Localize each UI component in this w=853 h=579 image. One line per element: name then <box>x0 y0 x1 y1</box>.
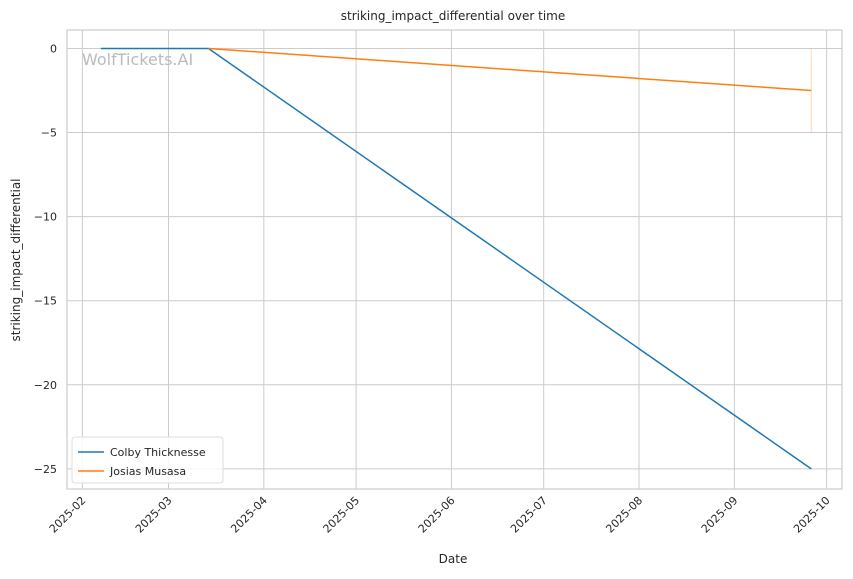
watermark: WolfTickets.AI <box>82 50 193 69</box>
x-tick-label: 2025-08 <box>603 494 645 536</box>
y-tick-label: −20 <box>34 379 57 392</box>
grid <box>67 30 842 489</box>
x-tick-label: 2025-05 <box>321 494 363 536</box>
legend-label: Colby Thicknesse <box>110 446 206 459</box>
series-line-0 <box>100 47 812 470</box>
chart-title: striking_impact_differential over time <box>341 9 566 23</box>
series-lines <box>100 47 812 470</box>
x-tick-label: 2025-06 <box>416 494 458 536</box>
x-tick-label: 2025-10 <box>791 494 833 536</box>
x-tick-label: 2025-04 <box>228 494 270 536</box>
y-axis-label: striking_impact_differential <box>9 178 23 341</box>
y-tick-label: −5 <box>41 127 57 140</box>
legend-label: Josias Musasa <box>109 465 186 478</box>
plot-frame <box>66 29 843 490</box>
legend: Colby Thicknesse Josias Musasa <box>71 436 224 484</box>
legend-box <box>71 436 224 484</box>
y-tick-label: −25 <box>34 463 57 476</box>
y-tick-label: −15 <box>34 295 57 308</box>
y-tick-label: −10 <box>34 211 57 224</box>
y-tick-label: 0 <box>50 42 57 55</box>
x-tick-label: 2025-02 <box>47 494 89 536</box>
x-tick-label: 2025-03 <box>133 494 175 536</box>
x-tick-label: 2025-09 <box>699 494 741 536</box>
x-tick-label: 2025-07 <box>508 494 550 536</box>
series-line-1 <box>208 47 812 92</box>
x-axis-label: Date <box>439 552 468 566</box>
